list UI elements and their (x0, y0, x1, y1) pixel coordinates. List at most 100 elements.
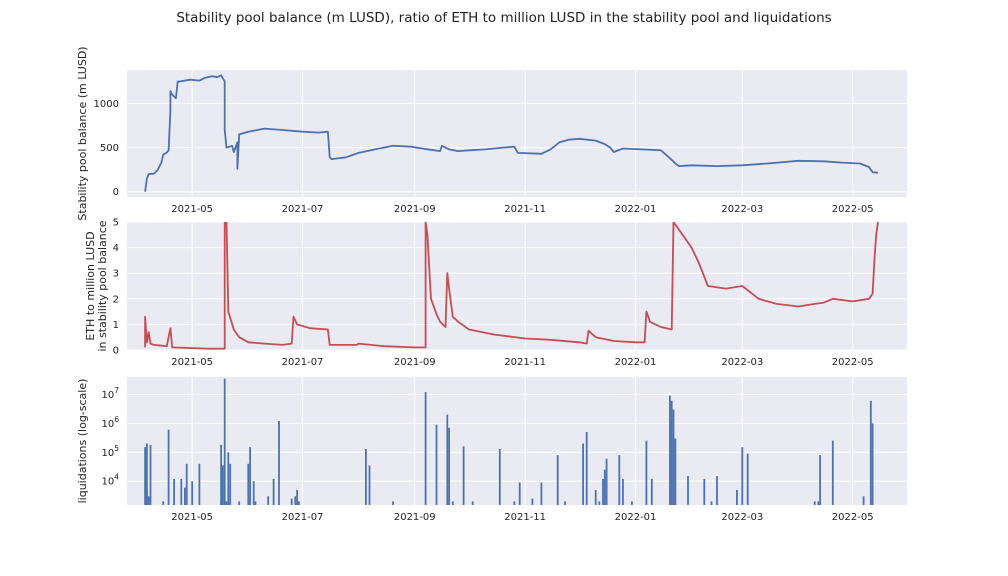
liquidation-bar (227, 452, 230, 505)
liquidation-bar (564, 501, 566, 505)
liquidation-bar (294, 496, 297, 505)
liquidation-bar (368, 465, 371, 505)
liquidation-bar (290, 498, 293, 505)
y-axis-label: ETH to million LUSD (84, 231, 97, 340)
liquidation-bar (498, 449, 501, 505)
liquidation-bar (831, 440, 834, 505)
y-tick-label: 106 (101, 415, 119, 430)
liquidation-bar (198, 463, 201, 505)
liquidation-bar (605, 458, 608, 505)
liquidation-bar (594, 489, 597, 505)
liquidation-bar (703, 478, 706, 505)
liquidation-bar (618, 455, 621, 505)
liquidation-bar (736, 489, 738, 505)
liquidation-bar (392, 501, 394, 505)
x-tick-label: 2021-09 (394, 204, 436, 215)
liquidation-bar (540, 482, 543, 505)
panel-1: 2021-05 2021-07 2021-09 2021-11 2022-01 2022-… (76, 46, 907, 221)
y-tick-label: 500 (100, 143, 119, 154)
liquidation-bar (513, 501, 516, 505)
panel-2: 2021-05 2021-07 2021-09 2021-11 2022-01 2022-… (84, 218, 907, 368)
y-axis-label: Stability pool balance (m LUSD) (76, 46, 89, 220)
liquidation-bar (869, 400, 872, 505)
liquidation-bar (229, 463, 232, 505)
liquidation-bar (298, 501, 300, 505)
liquidation-bar (471, 501, 474, 505)
liquidation-bar (746, 453, 749, 505)
series-line (144, 74, 879, 192)
liquidation-bar (862, 496, 865, 505)
liquidation-bar (462, 446, 465, 505)
x-tick-label: 2022-01 (615, 512, 657, 523)
x-tick-label: 2021-07 (282, 512, 324, 523)
x-tick-label: 2022-05 (832, 357, 874, 368)
liquidation-bar (669, 395, 671, 505)
liquidation-bar (146, 489, 148, 505)
liquidation-bar (267, 496, 270, 505)
liquidation-bar (247, 463, 250, 505)
liquidation-bar (144, 447, 146, 505)
liquidation-bar (225, 501, 228, 505)
liquidation-bar (424, 392, 427, 505)
x-tick-label: 2021-11 (504, 512, 546, 523)
liquidation-bar (817, 501, 820, 505)
liquidation-bar (238, 501, 241, 505)
plot-area (127, 222, 907, 350)
x-tick-label: 2021-07 (282, 204, 324, 215)
data-layer (144, 74, 879, 192)
liquidation-bar (710, 501, 713, 505)
liquidation-bar (716, 476, 718, 505)
liquidation-bar (670, 400, 673, 505)
liquidation-bar (556, 455, 559, 505)
y-tick-label: 107 (101, 386, 119, 401)
x-tick-label: 2022-03 (721, 204, 763, 215)
y-tick-label: 5 (113, 218, 119, 229)
x-tick-label: 2022-03 (721, 357, 763, 368)
liquidation-bar (446, 414, 449, 505)
x-tick-label: 2021-11 (504, 357, 546, 368)
liquidation-bar (448, 427, 450, 505)
liquidation-bar (162, 501, 165, 505)
liquidation-bar (223, 378, 226, 505)
y-axis-label: liquidations (log-scale) (76, 379, 89, 504)
x-tick-label: 2021-07 (282, 357, 324, 368)
liquidation-bar (672, 409, 675, 505)
x-tick-label: 2022-03 (721, 512, 763, 523)
y-tick-label: 2 (113, 294, 119, 305)
liquidation-bar (220, 444, 222, 505)
liquidation-bar (146, 443, 148, 505)
liquidation-bar (254, 501, 257, 505)
y-tick-label: 0 (113, 346, 119, 357)
liquidation-bar (603, 469, 606, 505)
liquidation-bar (518, 482, 521, 505)
y-tick-label: 0 (113, 187, 119, 198)
x-tick-label: 2021-11 (504, 204, 546, 215)
x-tick-label: 2021-09 (394, 512, 436, 523)
liquidation-bar (184, 487, 186, 505)
x-tick-label: 2021-05 (171, 204, 213, 215)
liquidation-bar (191, 481, 194, 505)
liquidation-bar (365, 449, 367, 505)
liquidation-bar (435, 424, 438, 505)
plot-area (127, 377, 907, 505)
y-tick-label: 104 (101, 473, 119, 488)
x-tick-label: 2021-05 (171, 357, 213, 368)
y-tick-label: 1000 (94, 99, 119, 110)
liquidation-bar (871, 423, 874, 505)
liquidation-bar (741, 447, 744, 505)
liquidation-bar (222, 465, 224, 505)
liquidation-bar (531, 498, 534, 505)
liquidation-bar (167, 429, 170, 505)
data-layer (144, 378, 874, 505)
liquidation-bar (451, 501, 454, 505)
series-line (144, 222, 879, 350)
x-tick-label: 2022-05 (832, 512, 874, 523)
liquidation-bar (180, 478, 183, 505)
liquidation-bar (278, 421, 280, 505)
panel-3: 2021-05 2021-07 2021-09 2021-11 2022-01 2022-… (76, 377, 907, 523)
liquidation-bar (296, 489, 298, 505)
x-tick-label: 2022-05 (832, 204, 874, 215)
liquidation-bar (687, 476, 689, 505)
liquidation-bar (252, 481, 255, 505)
